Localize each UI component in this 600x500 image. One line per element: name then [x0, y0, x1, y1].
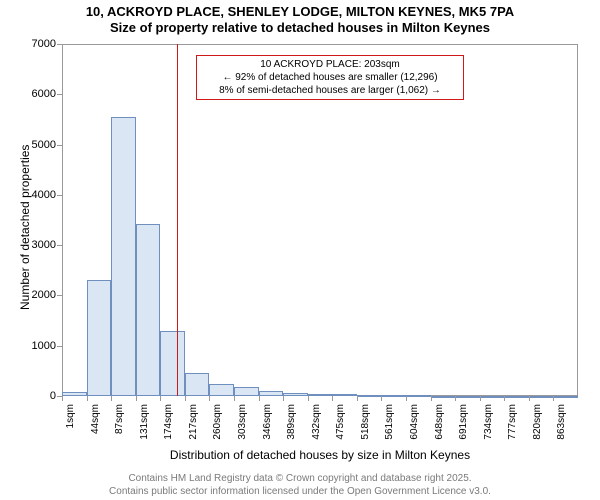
- title-line-2: Size of property relative to detached ho…: [0, 20, 600, 36]
- annotation-line-3: 8% of semi-detached houses are larger (1…: [203, 84, 457, 97]
- x-tick-label: 734sqm: [483, 404, 494, 440]
- x-tick-label: 131sqm: [139, 404, 150, 440]
- histogram-bar: [111, 117, 136, 396]
- x-tick-label: 432sqm: [311, 404, 322, 440]
- histogram-bar: [455, 396, 480, 398]
- x-tick-label: 87sqm: [114, 404, 125, 434]
- histogram-bar: [357, 395, 382, 397]
- histogram-bar: [185, 373, 210, 396]
- x-tick-label: 561sqm: [384, 404, 395, 440]
- y-tick-label: 1000: [22, 340, 56, 352]
- x-tick-label: 217sqm: [188, 404, 199, 440]
- x-tick-label: 691sqm: [458, 404, 469, 440]
- histogram-bar: [234, 387, 259, 396]
- histogram-bar: [431, 396, 456, 398]
- histogram-bar: [259, 391, 284, 396]
- y-tick-mark: [57, 295, 62, 296]
- histogram-bar: [136, 224, 161, 396]
- x-tick-mark: [553, 396, 554, 401]
- x-tick-label: 518sqm: [360, 404, 371, 440]
- y-tick-label: 0: [22, 390, 56, 402]
- annotation-line-1: 10 ACKROYD PLACE: 203sqm: [203, 58, 457, 71]
- histogram-bar: [308, 394, 333, 396]
- x-tick-label: 174sqm: [163, 404, 174, 440]
- x-tick-mark: [160, 396, 161, 401]
- x-tick-mark: [209, 396, 210, 401]
- histogram-bar: [529, 396, 554, 398]
- x-tick-mark: [259, 396, 260, 401]
- histogram-bar: [160, 331, 185, 396]
- histogram-bar: [504, 396, 529, 398]
- x-tick-label: 303sqm: [237, 404, 248, 440]
- histogram-bar: [332, 394, 357, 396]
- x-tick-label: 260sqm: [212, 404, 223, 440]
- y-tick-mark: [57, 145, 62, 146]
- x-tick-mark: [381, 396, 382, 401]
- y-tick-mark: [57, 346, 62, 347]
- x-tick-label: 389sqm: [286, 404, 297, 440]
- histogram-bar: [480, 396, 505, 398]
- histogram-bar: [209, 384, 234, 396]
- y-tick-label: 7000: [22, 38, 56, 50]
- histogram-bar: [283, 393, 308, 396]
- x-tick-label: 44sqm: [90, 404, 101, 434]
- x-tick-mark: [62, 396, 63, 401]
- histogram-bar: [381, 395, 406, 397]
- histogram-bar: [87, 280, 112, 396]
- x-tick-mark: [234, 396, 235, 401]
- x-tick-mark: [308, 396, 309, 401]
- chart-container: 10, ACKROYD PLACE, SHENLEY LODGE, MILTON…: [0, 0, 600, 500]
- x-tick-label: 1sqm: [65, 404, 76, 428]
- y-tick-mark: [57, 195, 62, 196]
- histogram-bar: [406, 395, 431, 397]
- x-tick-mark: [87, 396, 88, 401]
- x-tick-mark: [111, 396, 112, 401]
- x-tick-mark: [480, 396, 481, 401]
- histogram-bar: [553, 396, 578, 398]
- x-tick-mark: [504, 396, 505, 401]
- y-tick-mark: [57, 245, 62, 246]
- x-tick-mark: [529, 396, 530, 401]
- footer-line-2: Contains public sector information licen…: [0, 486, 600, 499]
- annotation-box: 10 ACKROYD PLACE: 203sqm ← 92% of detach…: [196, 55, 464, 100]
- x-tick-label: 604sqm: [409, 404, 420, 440]
- x-axis-label: Distribution of detached houses by size …: [62, 448, 578, 462]
- y-tick-mark: [57, 44, 62, 45]
- x-tick-mark: [185, 396, 186, 401]
- footer: Contains HM Land Registry data © Crown c…: [0, 473, 600, 498]
- footer-line-1: Contains HM Land Registry data © Crown c…: [0, 473, 600, 486]
- annotation-line-2: ← 92% of detached houses are smaller (12…: [203, 71, 457, 84]
- x-tick-label: 777sqm: [507, 404, 518, 440]
- title-line-1: 10, ACKROYD PLACE, SHENLEY LODGE, MILTON…: [0, 4, 600, 20]
- x-tick-mark: [406, 396, 407, 401]
- x-tick-mark: [283, 396, 284, 401]
- histogram-bar: [62, 392, 87, 396]
- y-axis-label: Number of detached properties: [18, 145, 32, 310]
- x-tick-label: 475sqm: [335, 404, 346, 440]
- x-tick-label: 863sqm: [556, 404, 567, 440]
- x-tick-mark: [136, 396, 137, 401]
- x-tick-mark: [357, 396, 358, 401]
- x-tick-label: 648sqm: [434, 404, 445, 440]
- x-tick-mark: [431, 396, 432, 401]
- y-tick-label: 6000: [22, 88, 56, 100]
- x-tick-mark: [455, 396, 456, 401]
- x-tick-mark: [332, 396, 333, 401]
- chart-title: 10, ACKROYD PLACE, SHENLEY LODGE, MILTON…: [0, 4, 600, 37]
- x-tick-label: 820sqm: [532, 404, 543, 440]
- x-tick-label: 346sqm: [262, 404, 273, 440]
- property-marker-line: [177, 44, 178, 396]
- y-tick-mark: [57, 94, 62, 95]
